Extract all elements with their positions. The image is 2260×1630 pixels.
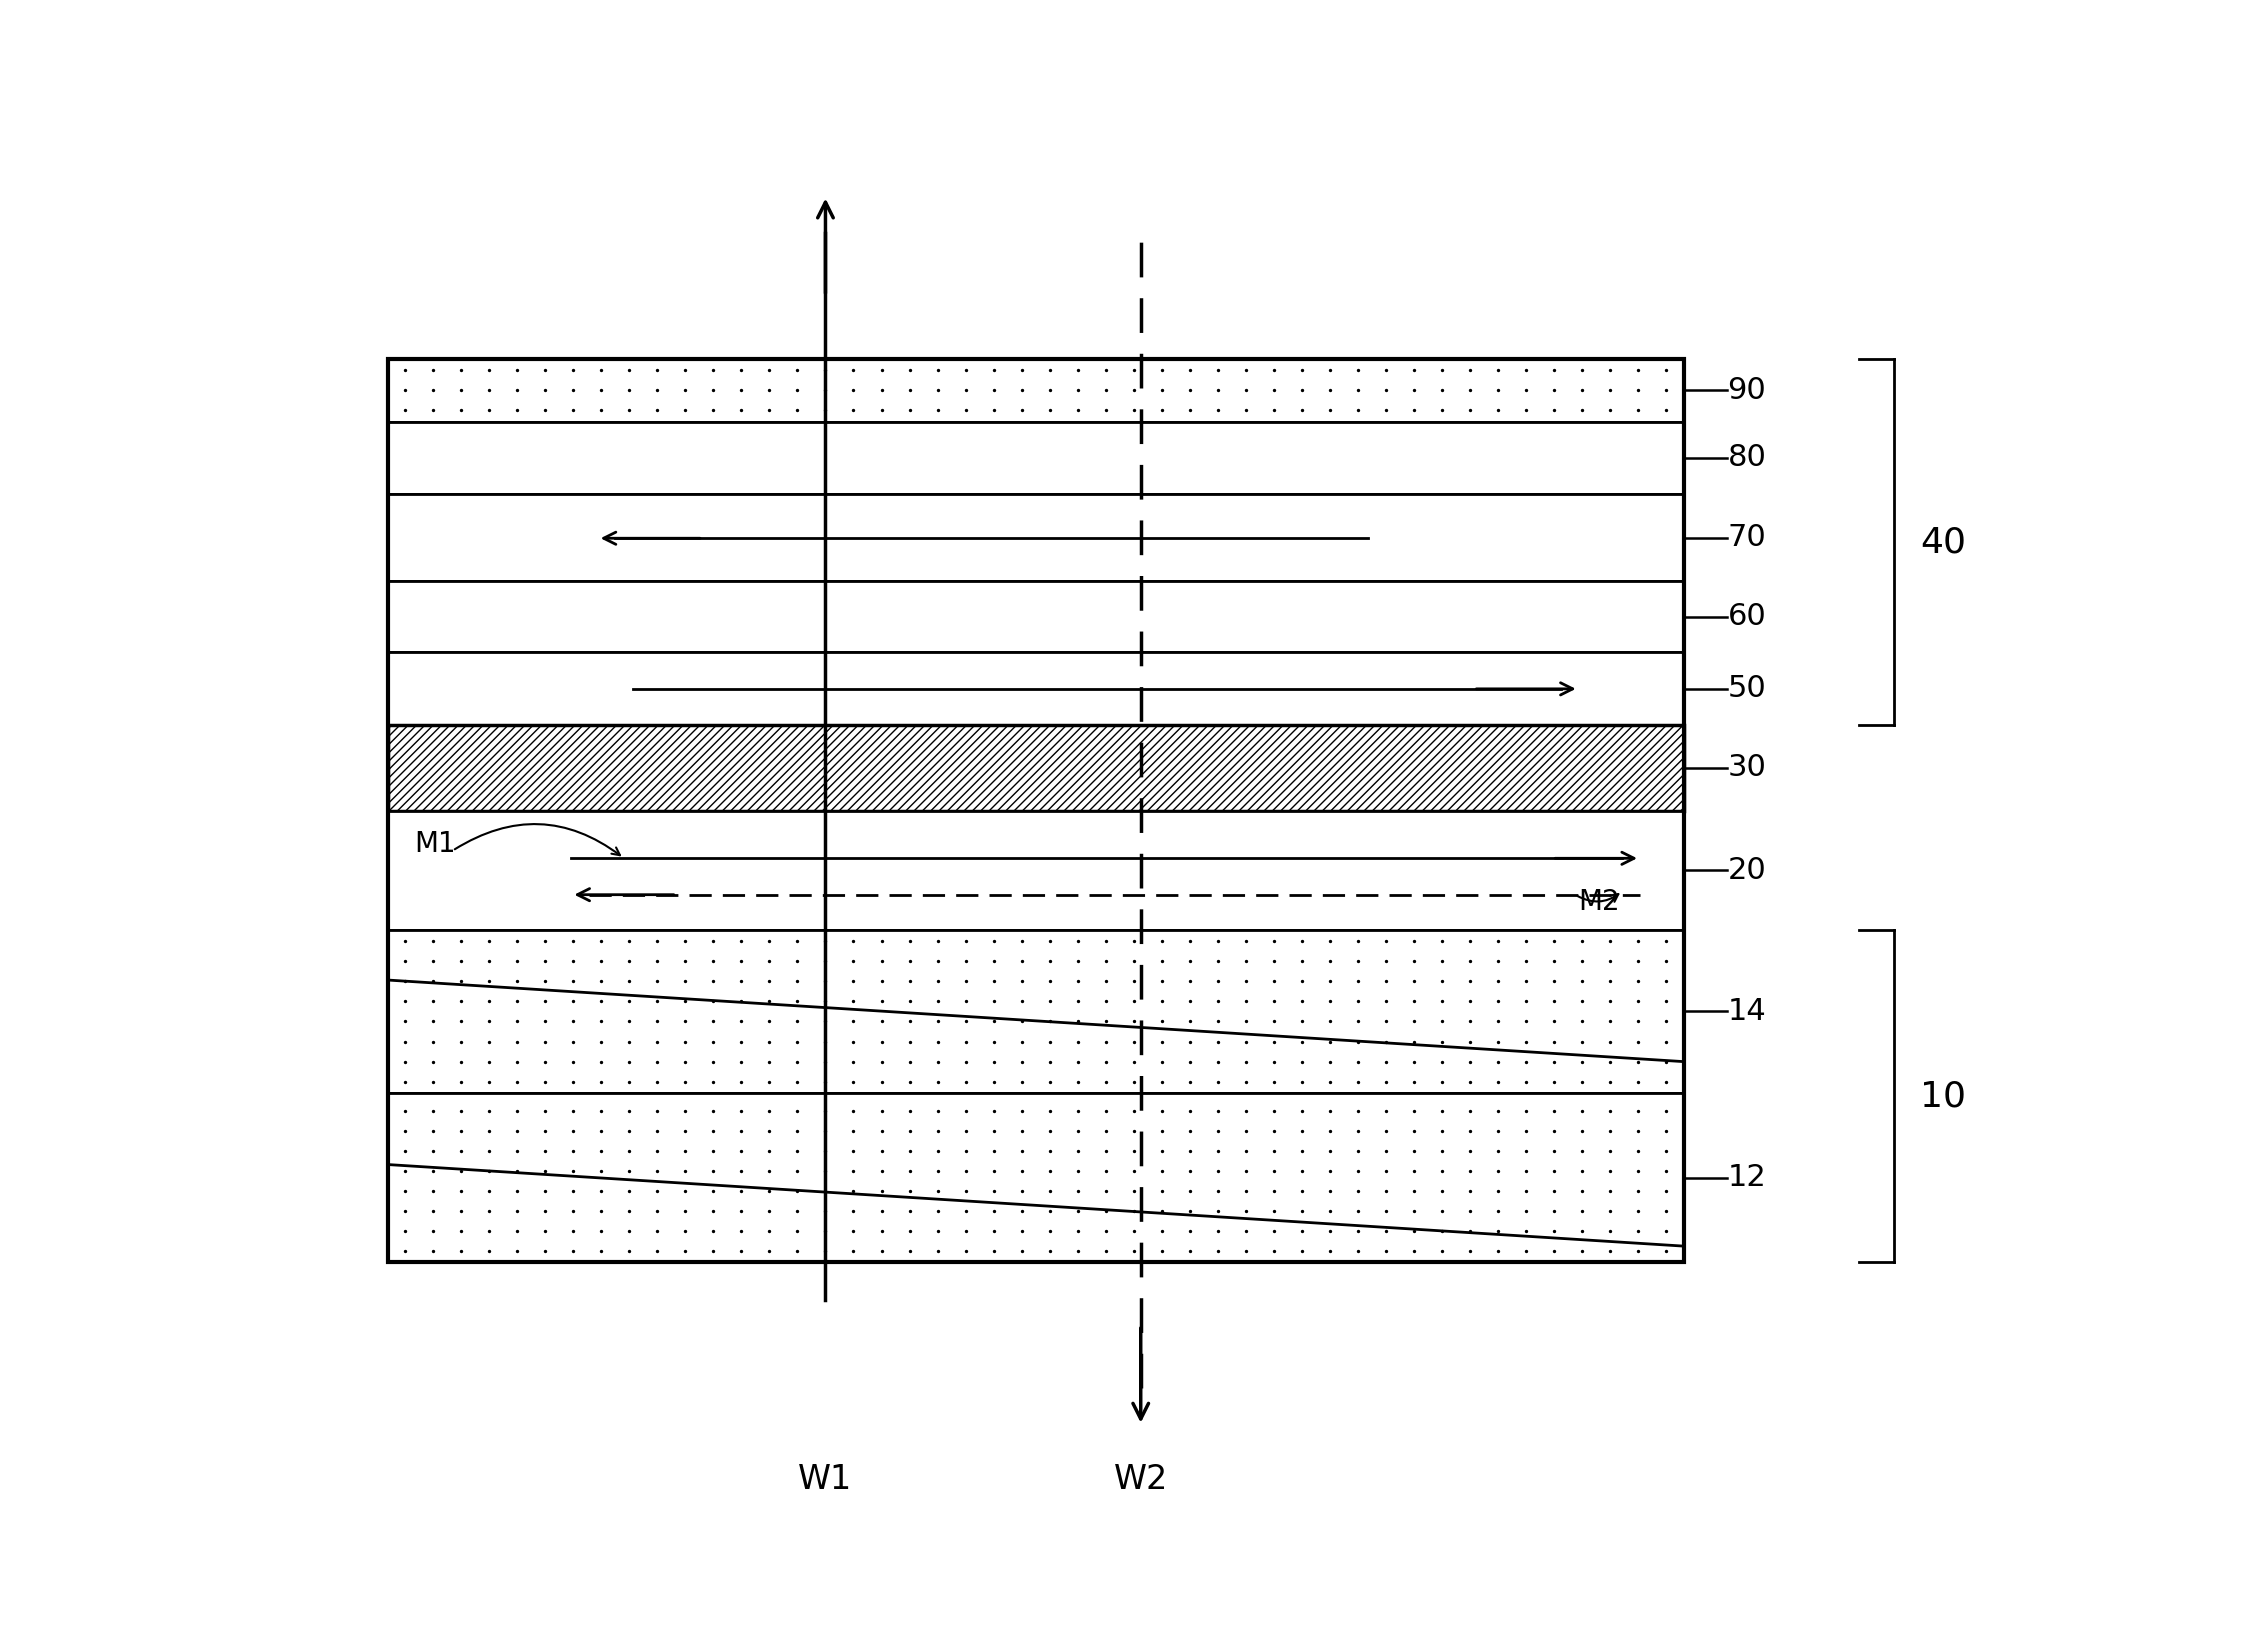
Bar: [389, 422, 1684, 494]
Bar: [389, 725, 1684, 810]
Bar: [389, 494, 1684, 580]
Text: 10: 10: [1921, 1079, 1966, 1113]
Bar: [389, 929, 1684, 1094]
Text: 60: 60: [1727, 601, 1767, 631]
Text: W2: W2: [1114, 1464, 1168, 1496]
Bar: [389, 652, 1684, 725]
Text: M1: M1: [414, 831, 457, 859]
Text: 70: 70: [1727, 523, 1767, 553]
Bar: [389, 810, 1684, 929]
Text: 50: 50: [1727, 675, 1767, 704]
Bar: [389, 359, 1684, 422]
Bar: [389, 359, 1684, 1262]
Text: 30: 30: [1727, 753, 1767, 782]
Text: 80: 80: [1727, 443, 1767, 473]
Bar: [389, 580, 1684, 652]
Bar: [389, 1094, 1684, 1262]
Text: M2: M2: [1577, 888, 1620, 916]
Text: 40: 40: [1921, 525, 1966, 559]
Text: 14: 14: [1727, 998, 1767, 1025]
Text: 20: 20: [1727, 856, 1767, 885]
Text: W1: W1: [798, 1464, 852, 1496]
Text: 90: 90: [1727, 375, 1767, 404]
Text: 12: 12: [1727, 1164, 1767, 1192]
